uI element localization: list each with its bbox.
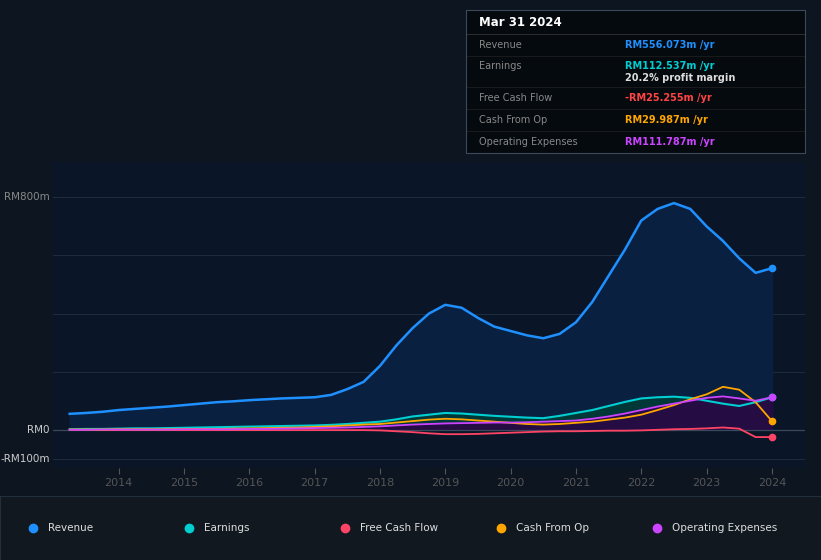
Text: -RM25.255m /yr: -RM25.255m /yr bbox=[625, 94, 712, 103]
Text: RM0: RM0 bbox=[27, 425, 49, 435]
Text: Revenue: Revenue bbox=[48, 523, 93, 533]
Text: -RM100m: -RM100m bbox=[0, 454, 49, 464]
Text: 20.2% profit margin: 20.2% profit margin bbox=[625, 73, 736, 83]
Text: RM29.987m /yr: RM29.987m /yr bbox=[625, 115, 708, 125]
Text: RM800m: RM800m bbox=[4, 192, 49, 202]
Text: Operating Expenses: Operating Expenses bbox=[479, 137, 578, 147]
Text: Earnings: Earnings bbox=[204, 523, 249, 533]
Text: Cash From Op: Cash From Op bbox=[516, 523, 589, 533]
Text: RM556.073m /yr: RM556.073m /yr bbox=[625, 40, 714, 50]
Text: RM111.787m /yr: RM111.787m /yr bbox=[625, 137, 714, 147]
Text: Free Cash Flow: Free Cash Flow bbox=[360, 523, 438, 533]
Text: Revenue: Revenue bbox=[479, 40, 522, 50]
Text: RM112.537m /yr: RM112.537m /yr bbox=[625, 61, 714, 71]
Text: Earnings: Earnings bbox=[479, 61, 521, 71]
Text: Operating Expenses: Operating Expenses bbox=[672, 523, 777, 533]
Text: Mar 31 2024: Mar 31 2024 bbox=[479, 16, 562, 29]
Text: Free Cash Flow: Free Cash Flow bbox=[479, 94, 553, 103]
Text: Cash From Op: Cash From Op bbox=[479, 115, 548, 125]
